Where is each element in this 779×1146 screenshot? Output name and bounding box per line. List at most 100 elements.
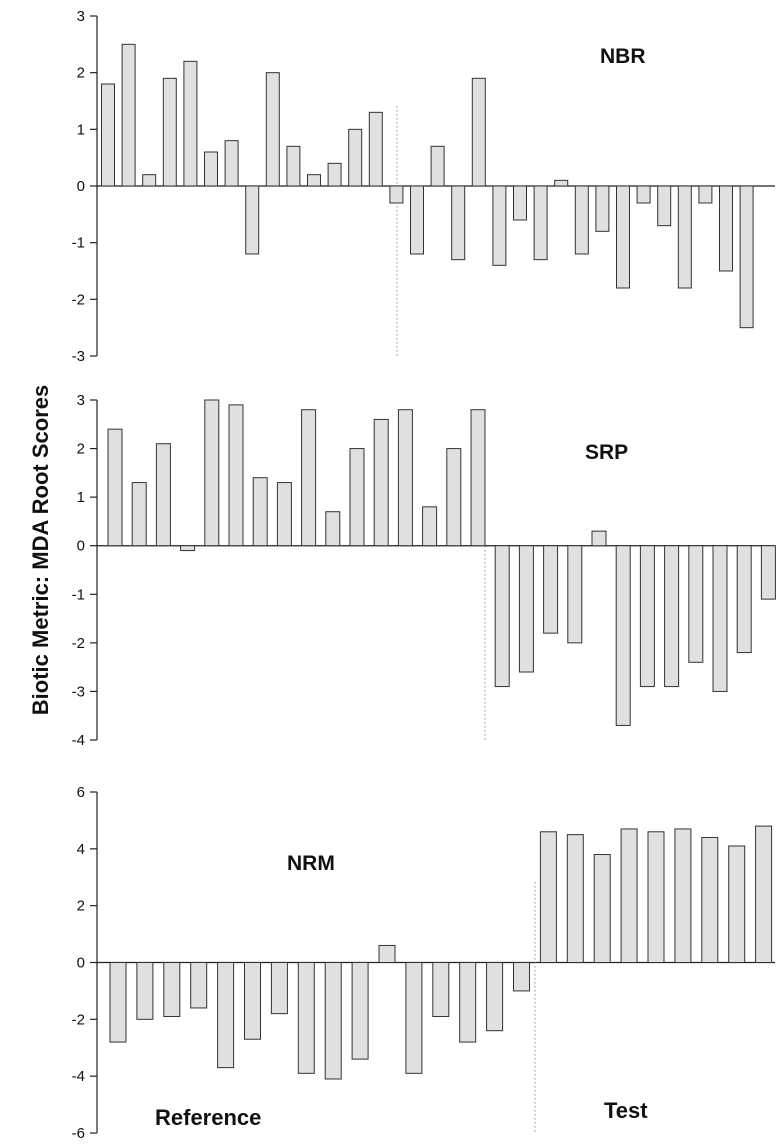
y-tick-label: -2 [72, 1011, 85, 1028]
bar [719, 185, 733, 272]
bar [136, 962, 154, 1020]
bar [351, 962, 369, 1060]
bar [518, 545, 534, 673]
bar [422, 506, 438, 547]
bar [760, 545, 776, 600]
y-tick-label: -4 [72, 1068, 85, 1085]
bar [183, 60, 198, 187]
bar [204, 399, 220, 547]
y-tick-label: -6 [72, 1125, 85, 1142]
y-tick-label: 4 [77, 841, 85, 858]
bar [513, 185, 527, 221]
bar [101, 83, 115, 187]
bar [755, 825, 773, 963]
bar [486, 962, 504, 1032]
bar [142, 174, 157, 187]
bar [446, 448, 462, 547]
bar [224, 140, 239, 187]
bar [432, 962, 450, 1017]
y-tick-label: 2 [77, 65, 85, 82]
bar [688, 545, 704, 663]
bar [204, 151, 218, 187]
panel-srp: -4 -3 -2 -1 0 1 2 3 SRP [72, 392, 776, 749]
bar [155, 443, 171, 547]
bar [736, 545, 752, 654]
bar [616, 185, 630, 289]
bar [190, 962, 208, 1009]
bar [397, 409, 413, 547]
bar [451, 185, 466, 261]
bar [657, 185, 672, 227]
bar [647, 831, 665, 963]
bar [728, 845, 746, 963]
bar [307, 174, 321, 187]
test-group-label: Test [604, 1098, 648, 1123]
bar [494, 545, 510, 688]
bar [591, 530, 607, 547]
bar [593, 854, 611, 963]
bar [554, 179, 569, 187]
y-tick-label: -2 [72, 635, 85, 652]
bar [121, 43, 136, 187]
bar [410, 185, 424, 255]
panel-title: SRP [585, 441, 628, 464]
panel-nbr: -3 -2 -1 0 1 2 3 NBR [72, 8, 775, 365]
y-tick-label: 0 [77, 955, 85, 972]
reference-group-label: Reference [155, 1105, 261, 1130]
y-tick-label: 3 [77, 392, 85, 409]
bar [162, 77, 177, 187]
bar [492, 185, 507, 266]
bar [245, 185, 260, 255]
bar [636, 185, 651, 204]
bar [405, 962, 423, 1074]
bar [595, 185, 610, 232]
bar [712, 545, 728, 692]
bar [107, 428, 123, 547]
bar [620, 828, 638, 963]
bar [163, 962, 181, 1017]
y-tick-label: -1 [72, 235, 85, 252]
bar [324, 962, 342, 1080]
y-tick-label: 0 [77, 538, 85, 555]
bar [459, 962, 477, 1043]
panel-title: NBR [600, 45, 646, 68]
bar [276, 482, 292, 547]
y-tick-label: 1 [77, 121, 85, 138]
y-tick-label: -1 [72, 586, 85, 603]
y-tick-label: 0 [77, 178, 85, 195]
y-tick-label: 2 [77, 898, 85, 915]
bar [701, 836, 719, 964]
bar [615, 545, 631, 726]
bar [677, 185, 692, 289]
bar [698, 185, 713, 204]
bar [574, 185, 589, 255]
bar [543, 545, 559, 634]
bar [567, 545, 583, 644]
y-tick-label: -3 [72, 348, 85, 365]
bar [325, 511, 341, 547]
bar [378, 944, 396, 964]
bar [674, 828, 692, 963]
bar [109, 962, 127, 1043]
bar [430, 145, 445, 187]
y-tick-label: -2 [72, 291, 85, 308]
bar [513, 962, 530, 992]
bar [664, 545, 680, 688]
bar [252, 477, 268, 547]
y-tick-label: 3 [77, 8, 85, 25]
bar [349, 448, 365, 547]
bar [539, 831, 557, 963]
bar [131, 482, 147, 547]
bar [180, 545, 196, 552]
bar [228, 404, 244, 547]
bar [639, 545, 655, 688]
bar [244, 962, 261, 1040]
bar [368, 111, 383, 187]
y-tick-label: 2 [77, 441, 85, 458]
y-tick-label: -3 [72, 683, 85, 700]
panel-title: NRM [287, 852, 335, 875]
bar [301, 409, 317, 547]
y-tick-label: 6 [77, 784, 85, 801]
bar [217, 962, 235, 1069]
